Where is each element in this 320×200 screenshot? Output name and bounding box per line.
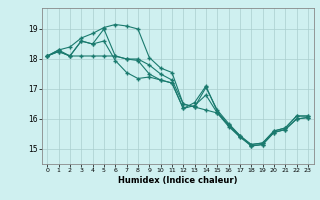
X-axis label: Humidex (Indice chaleur): Humidex (Indice chaleur) (118, 176, 237, 185)
